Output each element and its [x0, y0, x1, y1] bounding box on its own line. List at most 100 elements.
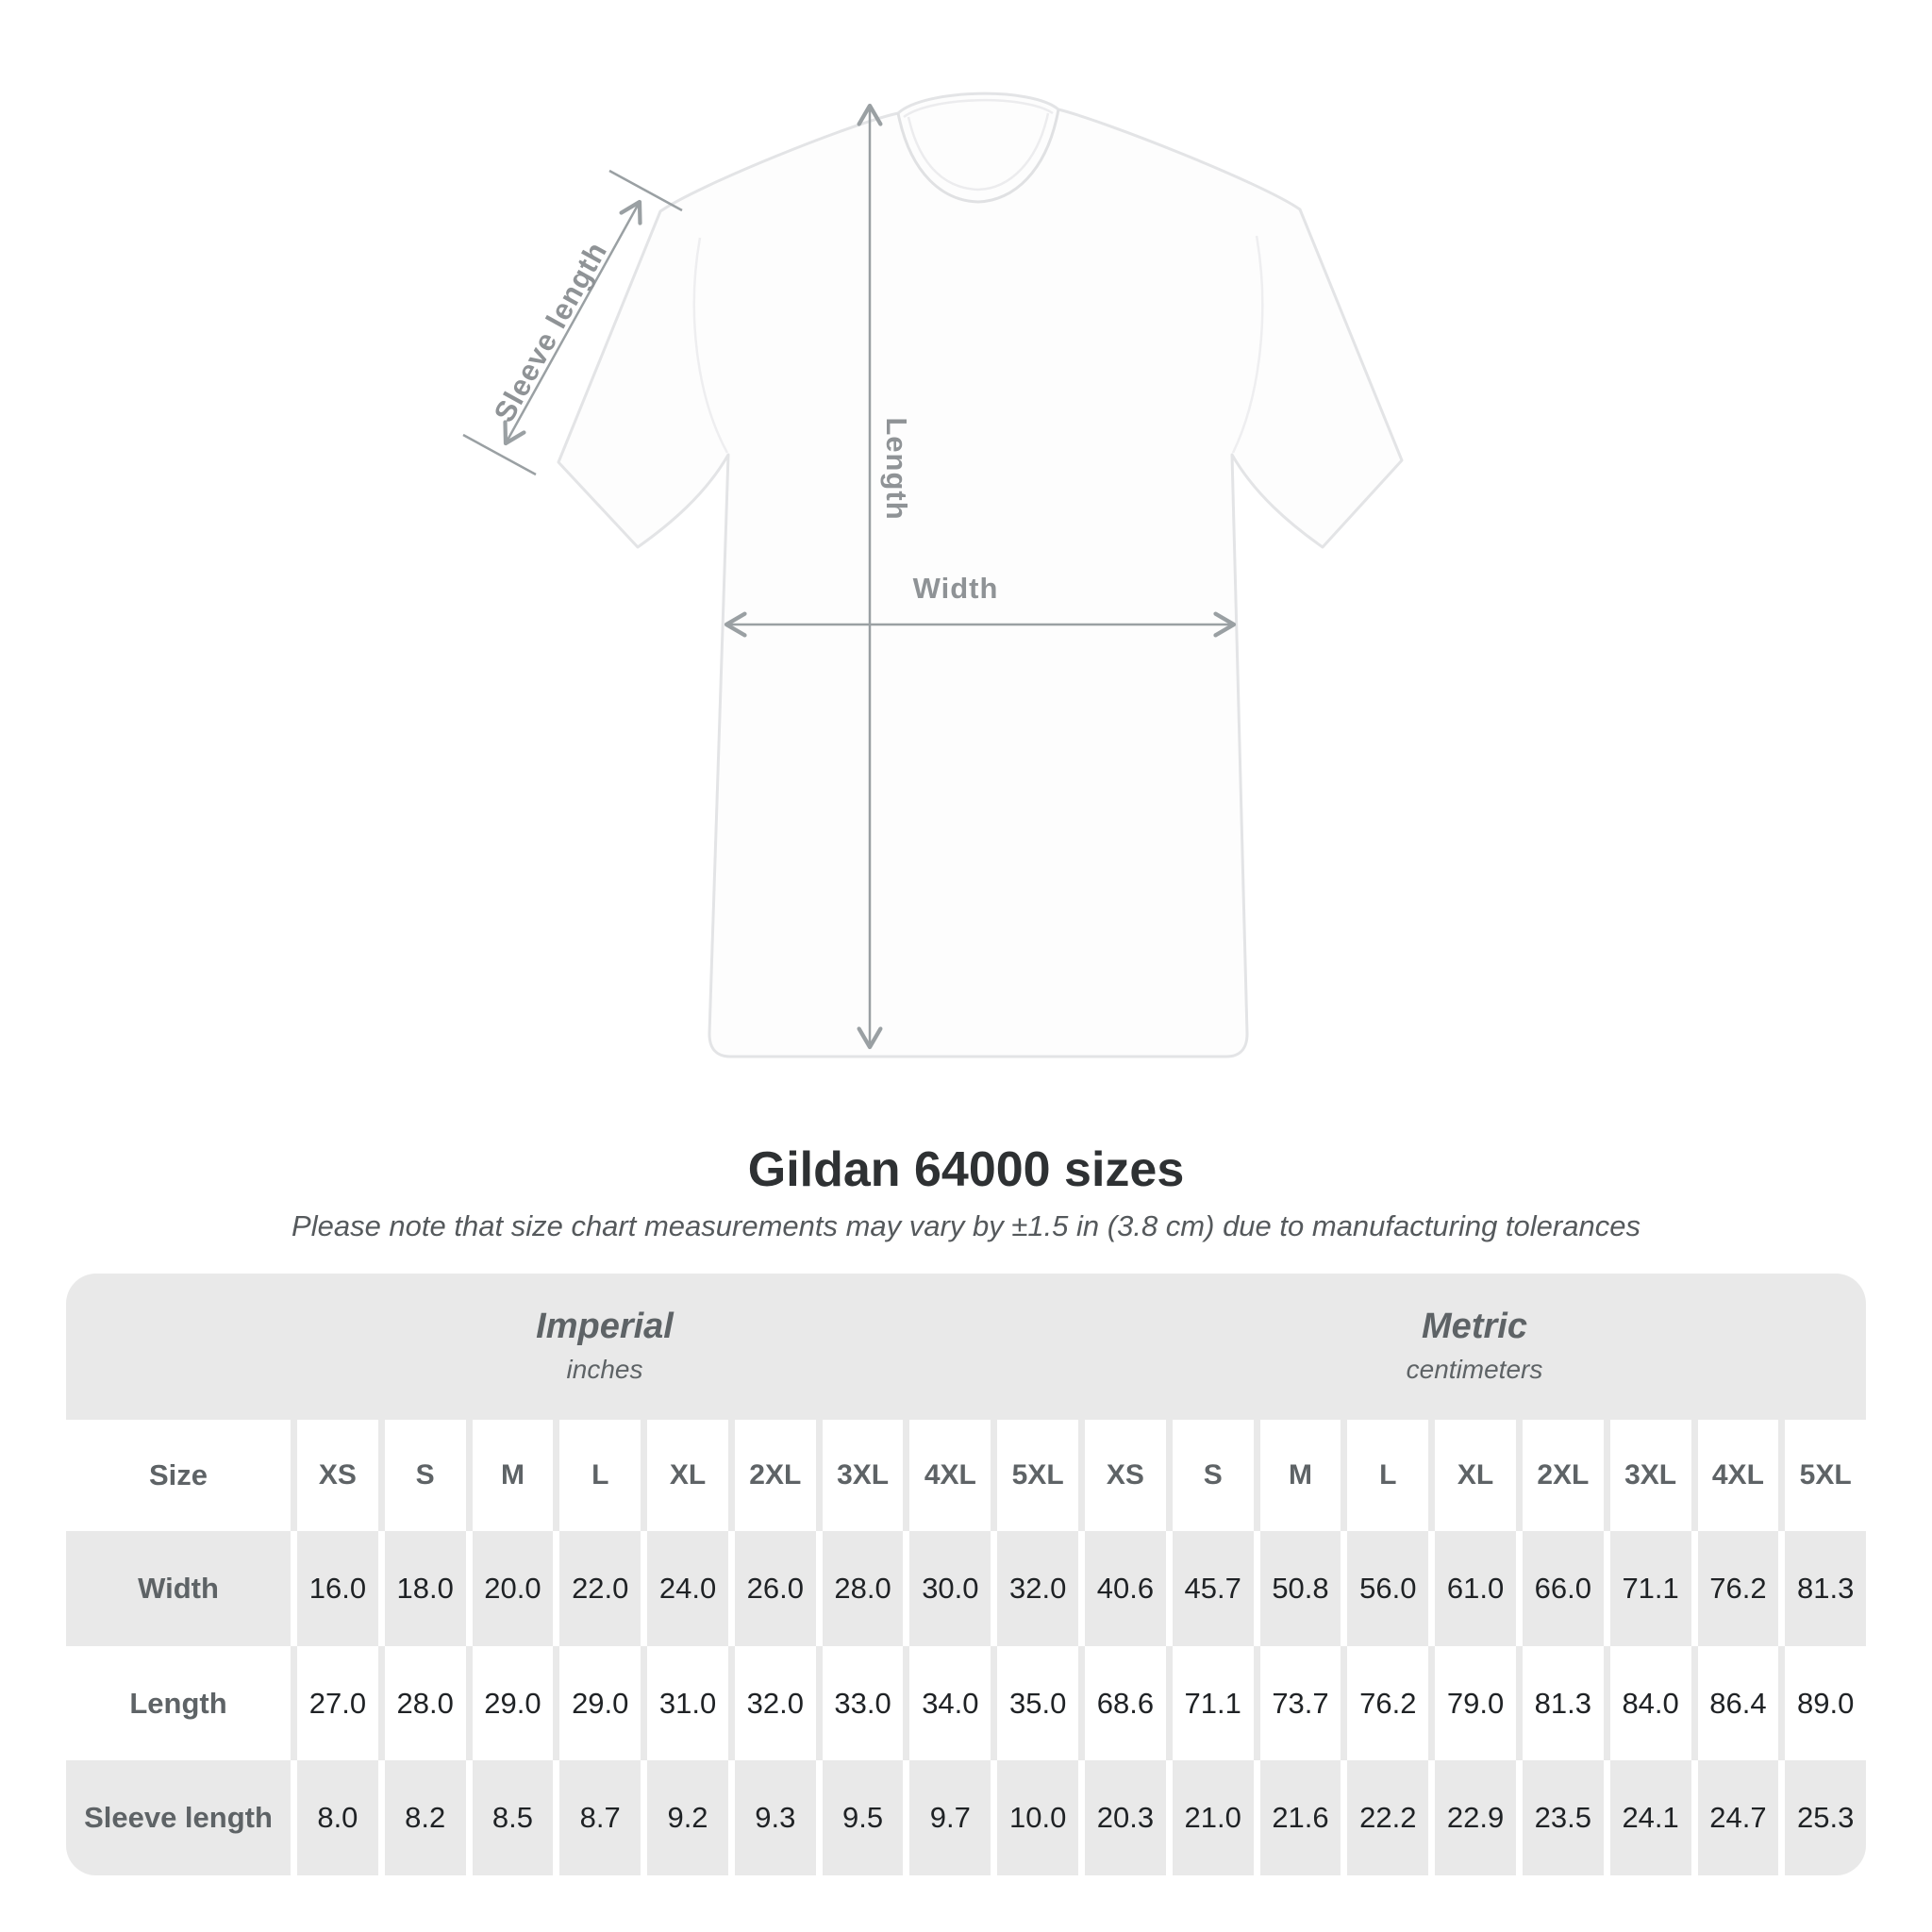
table-body: Width 16.0 18.0 20.0 22.0 24.0 26.0 28.0 30.0 32.… — [66, 1531, 1866, 1875]
size-column-header: 2XL — [734, 1420, 816, 1531]
table-cell: 66.0 — [1522, 1531, 1604, 1646]
size-column-header: XS — [1085, 1420, 1166, 1531]
table-cell: 21.0 — [1172, 1760, 1254, 1875]
table-cell: 73.7 — [1259, 1645, 1341, 1761]
table-row: Length 27.0 28.0 29.0 29.0 31.0 32.0 33.0 34.0 35… — [66, 1645, 1866, 1761]
table-cell: 25.3 — [1785, 1760, 1866, 1875]
table-cell: 10.0 — [997, 1760, 1079, 1875]
size-column-header: M — [1259, 1420, 1341, 1531]
table-cell: 26.0 — [734, 1531, 816, 1646]
size-header-row: Size XS S M L XL 2XL 3XL 4XL 5XL XS S M L XL 2XL 3XL 4XL… — [66, 1420, 1866, 1531]
table-cell: 23.5 — [1522, 1760, 1604, 1875]
tshirt-right-sleeve-seam — [1231, 235, 1264, 454]
page-subtitle: Please note that size chart measurements… — [291, 1209, 1641, 1242]
table-cell: 71.1 — [1172, 1645, 1254, 1761]
table-cell: 8.2 — [384, 1760, 466, 1875]
tshirt-diagram — [462, 92, 1404, 1058]
table-cell: 86.4 — [1697, 1645, 1779, 1761]
size-column-header: 5XL — [997, 1420, 1079, 1531]
table-row: Width 16.0 18.0 20.0 22.0 24.0 26.0 28.0 30.0 32.… — [66, 1531, 1866, 1646]
table-cell: 16.0 — [297, 1531, 378, 1646]
table-cell: 9.3 — [734, 1760, 816, 1875]
table-cell: 50.8 — [1259, 1531, 1341, 1646]
size-column-header: XL — [1435, 1420, 1516, 1531]
table-cell: 71.1 — [1609, 1531, 1691, 1646]
size-column-header: M — [472, 1420, 554, 1531]
table-cell: 28.0 — [822, 1531, 904, 1646]
imperial-unit-group: Imperial inches — [536, 1306, 674, 1384]
table-cell: 33.0 — [822, 1645, 904, 1761]
metric-unit: centimeters — [1406, 1354, 1543, 1384]
tshirt-body — [557, 92, 1404, 1058]
table-cell: 9.7 — [909, 1760, 991, 1875]
table-cell: 34.0 — [909, 1645, 991, 1761]
table-cell: 20.0 — [472, 1531, 554, 1646]
size-column-header: S — [1172, 1420, 1254, 1531]
tshirt-back-collar-seam — [903, 99, 1054, 119]
table-cell: 20.3 — [1085, 1760, 1166, 1875]
size-column-header: 4XL — [1697, 1420, 1779, 1531]
size-table-panel: Imperial inches Metric centimeters Size … — [66, 1274, 1866, 1875]
table-cell: 81.3 — [1785, 1531, 1866, 1646]
tshirt-collar-seam — [907, 112, 1050, 192]
sleeve-length-arrow — [503, 199, 642, 446]
metric-label: Metric — [1422, 1306, 1527, 1346]
size-column-header: 3XL — [822, 1420, 904, 1531]
unit-header-band: Imperial inches Metric centimeters — [66, 1274, 1866, 1420]
table-cell: 89.0 — [1785, 1645, 1866, 1761]
imperial-unit: inches — [566, 1354, 643, 1384]
size-column-header: 2XL — [1522, 1420, 1604, 1531]
table-cell: 9.5 — [822, 1760, 904, 1875]
table-cell: 45.7 — [1172, 1531, 1254, 1646]
tshirt-left-sleeve-seam — [692, 237, 729, 454]
size-column-header: L — [1347, 1420, 1429, 1531]
table-cell: 84.0 — [1609, 1645, 1691, 1761]
table-cell: 40.6 — [1085, 1531, 1166, 1646]
table-cell: 8.7 — [559, 1760, 641, 1875]
table-cell: 29.0 — [472, 1645, 554, 1761]
table-cell: 81.3 — [1522, 1645, 1604, 1761]
row-label: Sleeve length — [66, 1760, 291, 1875]
table-cell: 24.1 — [1609, 1760, 1691, 1875]
table-cell: 68.6 — [1085, 1645, 1166, 1761]
table-cell: 76.2 — [1697, 1531, 1779, 1646]
page-title: Gildan 64000 sizes — [747, 1142, 1185, 1197]
length-label: Length — [880, 417, 913, 521]
table-cell: 18.0 — [384, 1531, 466, 1646]
table-cell: 35.0 — [997, 1645, 1079, 1761]
metric-unit-group: Metric centimeters — [1407, 1306, 1543, 1384]
size-column-header: L — [559, 1420, 641, 1531]
table-cell: 56.0 — [1347, 1531, 1429, 1646]
table-cell: 27.0 — [297, 1645, 378, 1761]
table-cell: 30.0 — [909, 1531, 991, 1646]
table-cell: 29.0 — [559, 1645, 641, 1761]
size-column-header: 3XL — [1609, 1420, 1691, 1531]
table-cell: 24.0 — [647, 1531, 728, 1646]
imperial-label: Imperial — [536, 1306, 674, 1346]
size-column-header: 5XL — [1785, 1420, 1866, 1531]
sleeve-length-end-tick — [608, 169, 683, 212]
table-cell: 32.0 — [997, 1531, 1079, 1646]
table-cell: 79.0 — [1435, 1645, 1516, 1761]
size-column-header: S — [384, 1420, 466, 1531]
table-cell: 8.5 — [472, 1760, 554, 1875]
table-cell: 21.6 — [1259, 1760, 1341, 1875]
size-column-header: XL — [647, 1420, 728, 1531]
table-cell: 22.9 — [1435, 1760, 1516, 1875]
width-label: Width — [912, 572, 999, 605]
table-cell: 24.7 — [1697, 1760, 1779, 1875]
size-column-header: 4XL — [909, 1420, 991, 1531]
table-cell: 61.0 — [1435, 1531, 1516, 1646]
table-cell: 31.0 — [647, 1645, 728, 1761]
table-cell: 22.2 — [1347, 1760, 1429, 1875]
tshirt-collar — [896, 108, 1060, 204]
table-cell: 9.2 — [647, 1760, 728, 1875]
table-cell: 22.0 — [559, 1531, 641, 1646]
table-cell: 32.0 — [734, 1645, 816, 1761]
table-cell: 76.2 — [1347, 1645, 1429, 1761]
sleeve-length-start-tick — [462, 433, 537, 476]
size-column-header-label: Size — [66, 1420, 291, 1531]
row-label: Length — [66, 1645, 291, 1761]
table-cell: 8.0 — [297, 1760, 378, 1875]
